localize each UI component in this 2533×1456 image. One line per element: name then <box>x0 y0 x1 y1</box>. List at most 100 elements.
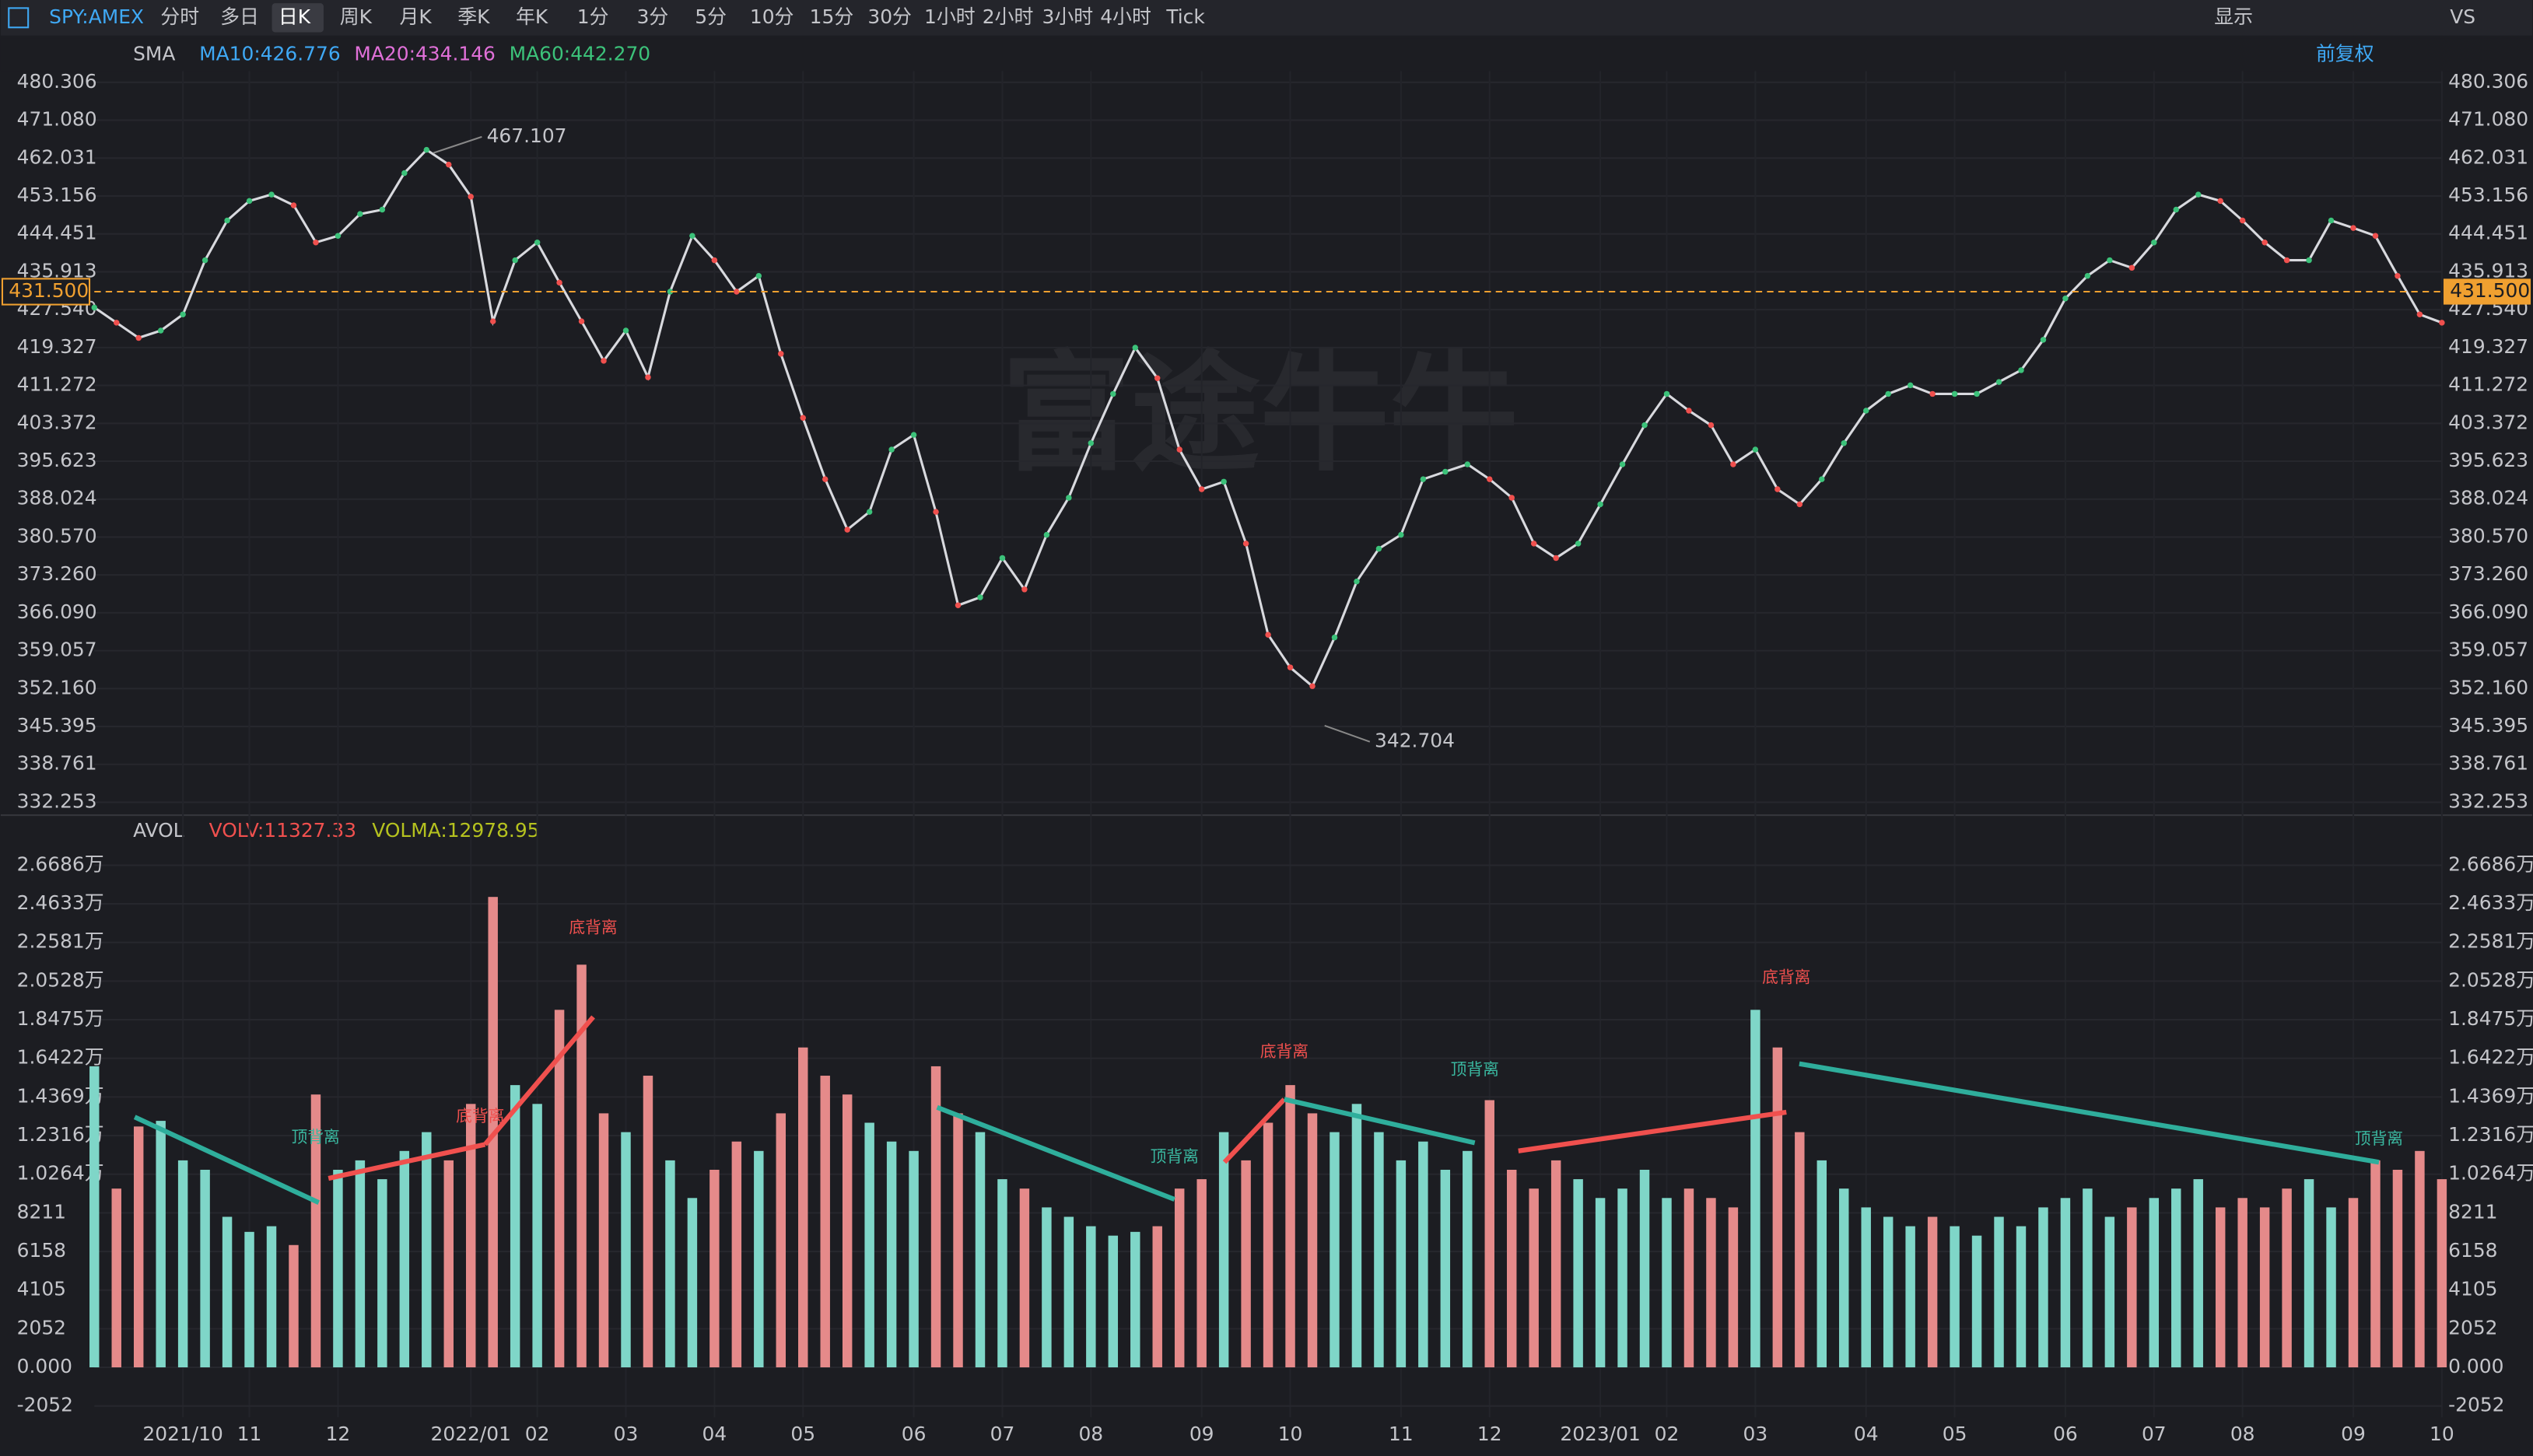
price-point <box>1110 390 1116 397</box>
price-point <box>2306 257 2312 264</box>
price-point <box>290 202 297 208</box>
period-tab[interactable]: 1小时 <box>924 5 976 28</box>
sma-label[interactable]: SMA <box>133 43 175 65</box>
y-tick-label: 471.080 <box>17 108 97 131</box>
price-point <box>933 509 939 515</box>
period-tab[interactable]: 5分 <box>695 5 727 28</box>
price-point <box>578 318 585 324</box>
x-tick-label: 04 <box>1854 1423 1879 1445</box>
price-point <box>1708 422 1715 429</box>
display-menu[interactable]: 显示 <box>2214 5 2253 28</box>
volume-bar <box>1042 1207 1052 1368</box>
volume-bar <box>222 1216 233 1368</box>
ma20-label: MA20:434.146 <box>354 43 496 65</box>
y-tick-label: 411.272 <box>2448 373 2528 396</box>
y-tick-label: 419.327 <box>2448 335 2528 358</box>
divergence-label: 底背离 <box>456 1107 504 1125</box>
y-tick-label: 345.395 <box>17 714 97 737</box>
period-tab[interactable]: 10分 <box>750 5 794 28</box>
volume-bar <box>465 1104 476 1368</box>
vs-button[interactable]: VS <box>2450 5 2475 28</box>
price-point <box>534 240 541 246</box>
volume-bar <box>1440 1169 1451 1368</box>
period-tab[interactable]: 15分 <box>810 5 854 28</box>
period-tab[interactable]: Tick <box>1165 5 1205 28</box>
period-tab[interactable]: 季K <box>457 5 490 28</box>
period-tab[interactable]: 月K <box>400 5 433 28</box>
y-tick-label: 388.024 <box>2448 487 2528 509</box>
price-point <box>2350 225 2356 231</box>
last-price-box <box>1 278 91 306</box>
volume-bar <box>886 1141 897 1368</box>
period-tab[interactable]: 3分 <box>637 5 669 28</box>
period-tab[interactable]: 日K <box>279 5 311 28</box>
volume-bar <box>1351 1104 1362 1368</box>
period-tab[interactable]: 2小时 <box>983 5 1034 28</box>
y-tick-label: 1.4369万 <box>17 1084 104 1107</box>
price-point <box>910 432 917 438</box>
price-point <box>1021 586 1028 593</box>
price-point <box>1730 461 1736 467</box>
y-tick-label: 1.6422万 <box>2448 1046 2533 1069</box>
period-tab[interactable]: 周K <box>340 5 373 28</box>
indicator-bar <box>0 38 2533 72</box>
y-tick-label: 453.156 <box>2448 184 2528 206</box>
period-tab[interactable]: 4小时 <box>1100 5 1151 28</box>
price-point <box>201 257 208 264</box>
divergence-label: 底背离 <box>569 918 617 936</box>
price-point <box>667 289 674 295</box>
volume-bar <box>1750 1010 1760 1368</box>
volume-bar <box>576 964 587 1368</box>
price-point <box>2084 272 2091 279</box>
price-point <box>489 318 496 324</box>
period-tab[interactable]: 分时 <box>160 5 199 28</box>
price-point <box>313 240 319 246</box>
price-point <box>844 527 850 533</box>
volume-bar <box>1994 1216 2004 1368</box>
price-point <box>246 198 253 205</box>
price-point <box>2261 240 2268 246</box>
x-tick-label: 09 <box>2341 1423 2366 1445</box>
divergence-label: 顶背离 <box>1451 1060 1499 1079</box>
price-point <box>1597 501 1603 508</box>
period-tab[interactable]: 3小时 <box>1042 5 1094 28</box>
price-point <box>2151 240 2157 246</box>
price-point <box>2328 217 2335 224</box>
price-point <box>1464 461 1471 467</box>
price-point <box>1885 390 1891 397</box>
y-tick-label: 345.395 <box>2448 714 2528 737</box>
avol-label[interactable]: AVOL <box>133 819 184 842</box>
price-point <box>645 374 651 380</box>
toolbar-bg <box>0 0 2533 36</box>
y-tick-label: 411.272 <box>17 373 97 396</box>
ma60-label: MA60:442.270 <box>510 43 651 65</box>
volume-bar <box>598 1113 609 1368</box>
price-point <box>1398 531 1404 538</box>
volume-bar <box>2215 1207 2226 1368</box>
divergence-line <box>1518 1109 1787 1153</box>
period-tab[interactable]: 多日 <box>220 5 259 28</box>
volume-bar <box>2415 1150 2425 1368</box>
period-tab[interactable]: 1分 <box>577 5 609 28</box>
price-point <box>1442 468 1449 475</box>
period-tab[interactable]: 年K <box>516 5 548 28</box>
volume-bar <box>2038 1207 2048 1368</box>
y-tick-label: 359.057 <box>17 639 97 661</box>
price-point <box>423 146 430 153</box>
symbol[interactable]: SPY:AMEX <box>49 5 144 28</box>
adjust-menu[interactable]: 前复权 <box>2316 43 2374 65</box>
y-tick-label: 480.306 <box>2448 70 2528 93</box>
volume-bar <box>289 1244 299 1368</box>
volume-bar <box>1839 1188 1849 1368</box>
volume-bar <box>2259 1207 2270 1368</box>
volume-bar <box>1550 1160 1561 1368</box>
volume-bar <box>399 1150 410 1368</box>
volume-bar <box>1506 1169 1517 1368</box>
y-tick-label: 444.451 <box>2448 222 2528 244</box>
price-point <box>114 320 120 326</box>
period-tab[interactable]: 30分 <box>867 5 912 28</box>
volume-bar <box>532 1104 542 1368</box>
y-tick-label: 2.4633万 <box>2448 891 2533 914</box>
price-point <box>2239 217 2246 224</box>
